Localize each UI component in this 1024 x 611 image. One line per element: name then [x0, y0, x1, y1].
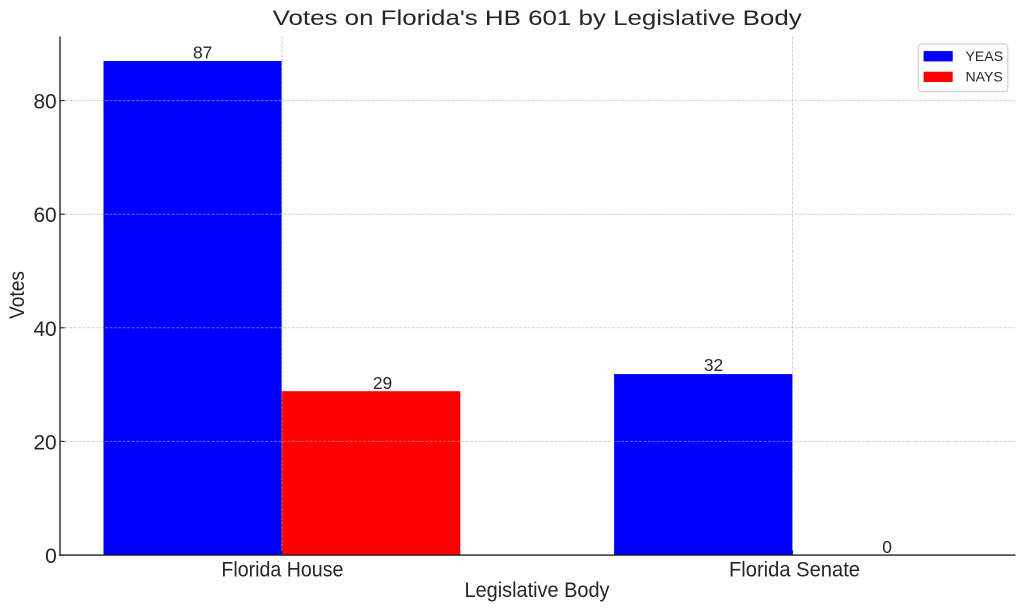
svg-text:87: 87: [193, 43, 212, 63]
svg-text:Votes on Florida's HB 601 by L: Votes on Florida's HB 601 by Legislative…: [273, 6, 802, 30]
svg-text:NAYS: NAYS: [966, 69, 1003, 85]
svg-text:Florida House: Florida House: [221, 558, 343, 582]
svg-text:29: 29: [373, 373, 392, 393]
svg-text:20: 20: [33, 431, 56, 454]
svg-text:40: 40: [33, 318, 56, 341]
svg-text:32: 32: [704, 355, 723, 375]
svg-text:Legislative Body: Legislative Body: [465, 578, 610, 602]
svg-text:0: 0: [882, 537, 892, 557]
svg-text:Florida Senate: Florida Senate: [729, 558, 860, 582]
svg-text:Votes: Votes: [6, 271, 29, 319]
svg-text:YEAS: YEAS: [966, 48, 1004, 64]
svg-text:0: 0: [45, 545, 57, 568]
svg-text:60: 60: [33, 204, 56, 227]
svg-text:80: 80: [33, 91, 56, 114]
